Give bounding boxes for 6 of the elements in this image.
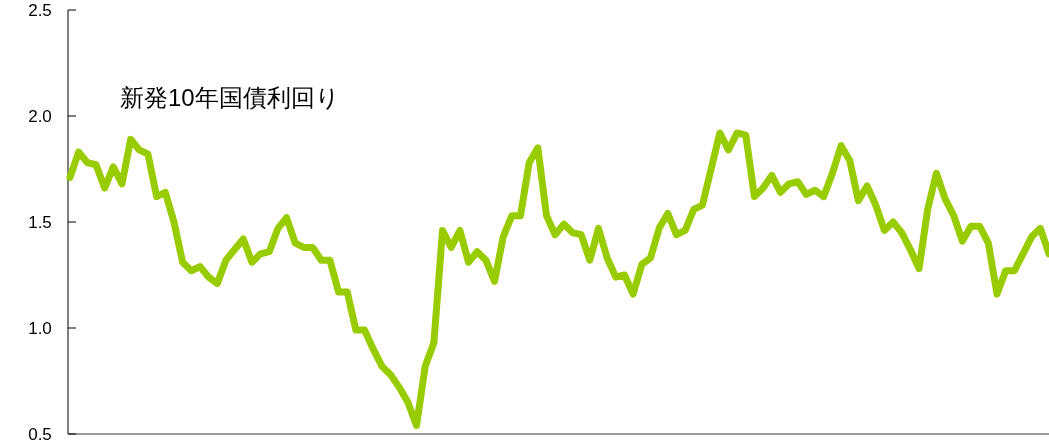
text: 新発10年国債利回り [120, 84, 340, 111]
y-tick-label: 2.0 [28, 106, 52, 126]
y-tick-label: 0.5 [28, 424, 52, 444]
y-tick-label: 1.0 [28, 318, 52, 338]
y-tick-label: 1.5 [28, 212, 52, 232]
y-tick-label: 2.5 [28, 0, 52, 20]
